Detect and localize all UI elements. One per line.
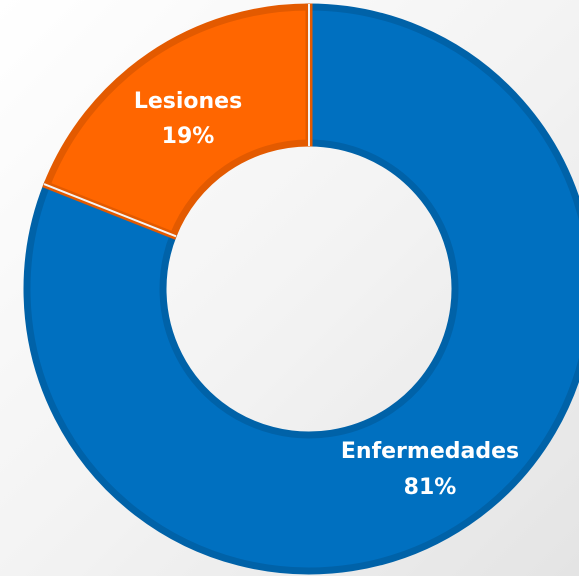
donut-slice <box>23 3 579 575</box>
slice-value-label: 81% <box>404 475 457 500</box>
slice-category-label: Enfermedades <box>341 439 519 464</box>
slice-separator <box>43 183 177 238</box>
donut-slice <box>42 3 313 240</box>
slice-category-label: Lesiones <box>134 89 242 114</box>
slice-value-label: 19% <box>162 124 215 149</box>
